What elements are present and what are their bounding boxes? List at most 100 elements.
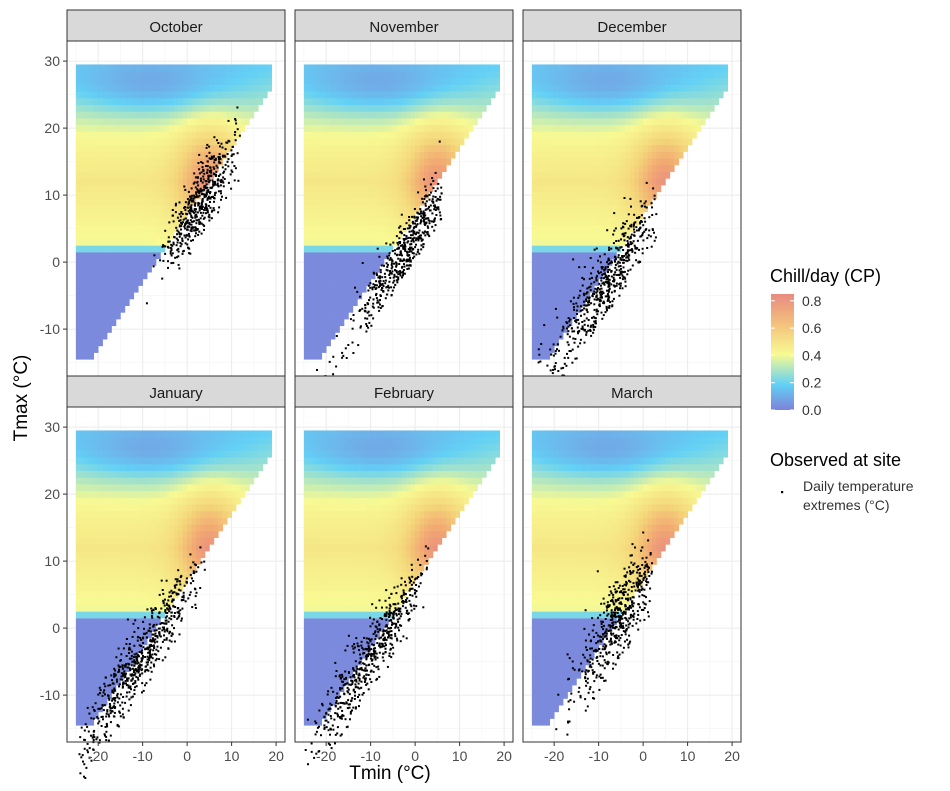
heatmap-tile <box>576 285 582 293</box>
observed-point <box>597 270 599 273</box>
heatmap-tile <box>406 198 412 206</box>
heatmap-tile <box>723 84 728 92</box>
heatmap-tile <box>437 158 443 166</box>
heatmap-tile <box>718 91 724 99</box>
heatmap-tile <box>647 64 653 72</box>
heatmap-tile <box>115 205 121 213</box>
observed-point <box>632 240 635 243</box>
heatmap-tile <box>567 138 573 146</box>
observed-point <box>636 239 639 242</box>
observed-point <box>395 270 398 272</box>
heatmap-tile <box>669 131 675 139</box>
heatmap-tile <box>366 252 371 260</box>
heatmap-tile <box>366 191 371 199</box>
heatmap-tile <box>603 111 608 119</box>
observed-point <box>585 333 588 336</box>
observed-point <box>191 199 194 202</box>
heatmap-tile <box>142 124 148 132</box>
heatmap-tile <box>388 91 394 99</box>
heatmap-tile <box>563 151 568 159</box>
heatmap-tile <box>401 131 407 139</box>
heatmap-tile <box>375 238 380 246</box>
heatmap-tile <box>705 104 711 112</box>
heatmap-tile <box>357 71 363 79</box>
heatmap-tile <box>124 118 130 126</box>
heatmap-tile <box>107 185 112 193</box>
heatmap-tile <box>213 71 219 79</box>
heatmap-tile <box>643 124 648 132</box>
observed-point <box>379 271 382 274</box>
heatmap-tile <box>343 205 349 213</box>
heatmap-tile <box>705 64 711 72</box>
observed-point <box>377 286 380 289</box>
facet-strip <box>66 9 286 42</box>
heatmap-tile <box>490 64 496 72</box>
heatmap-tile <box>303 124 309 132</box>
heatmap-tile <box>200 84 206 92</box>
heatmap-tile <box>687 97 693 105</box>
heatmap-tile <box>611 104 617 112</box>
heatmap-tile <box>357 285 363 293</box>
observed-point <box>585 331 588 333</box>
facet-strip-label: December <box>597 19 666 36</box>
heatmap-tile <box>576 305 582 313</box>
heatmap-tile <box>571 231 577 239</box>
heatmap-tile <box>147 178 152 186</box>
observed-point <box>404 248 407 251</box>
heatmap-tile <box>317 171 323 179</box>
heatmap-tile <box>392 118 398 126</box>
observed-point <box>393 273 396 276</box>
heatmap-tile <box>142 64 148 72</box>
heatmap-tile <box>567 191 573 199</box>
heatmap-tile <box>218 158 224 166</box>
heatmap-tile <box>308 292 314 300</box>
heatmap-tile <box>89 332 95 340</box>
observed-point <box>364 317 367 320</box>
heatmap-tile <box>111 151 117 159</box>
heatmap-tile <box>490 77 496 85</box>
observed-point <box>606 282 609 285</box>
observed-point <box>438 140 441 143</box>
observed-point <box>432 187 435 190</box>
observed-point <box>597 272 600 275</box>
observed-point <box>586 287 589 290</box>
observed-point <box>623 234 626 237</box>
heatmap-tile <box>424 138 429 146</box>
heatmap-tile <box>567 171 573 179</box>
observed-point <box>209 206 212 209</box>
heatmap-tile <box>111 144 117 152</box>
heatmap-tile <box>652 171 657 179</box>
heatmap-tile <box>410 191 416 199</box>
observed-point <box>630 223 633 226</box>
heatmap-tile <box>370 252 376 260</box>
heatmap-tile <box>545 258 551 266</box>
observed-point <box>392 276 395 279</box>
heatmap-tile <box>428 171 434 179</box>
heatmap-tile <box>339 272 345 280</box>
observed-point <box>436 197 439 200</box>
heatmap-tile <box>98 64 103 72</box>
heatmap-tile <box>115 305 121 313</box>
heatmap-tile <box>366 171 371 179</box>
heatmap-tile <box>424 185 429 193</box>
heatmap-tile <box>419 77 425 85</box>
heatmap-tile <box>375 71 380 79</box>
heatmap-tile <box>348 171 354 179</box>
heatmap-tile <box>383 97 389 105</box>
heatmap-tile <box>536 258 542 266</box>
heatmap-tile <box>366 91 371 99</box>
heatmap-tile <box>441 77 447 85</box>
heatmap-tile <box>481 84 487 92</box>
observed-point <box>391 289 394 292</box>
heatmap-tile <box>191 71 197 79</box>
observed-point <box>643 230 646 233</box>
heatmap-tile <box>330 272 336 280</box>
heatmap-tile <box>683 124 688 132</box>
observed-point <box>199 217 202 220</box>
heatmap-tile <box>169 111 175 119</box>
heatmap-tile <box>629 191 635 199</box>
observed-point <box>622 249 625 251</box>
observed-point <box>179 215 182 218</box>
heatmap-tile <box>120 298 126 306</box>
heatmap-tile <box>147 205 152 213</box>
